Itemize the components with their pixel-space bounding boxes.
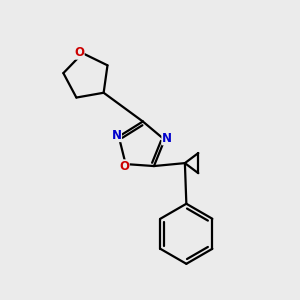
Text: N: N (111, 129, 122, 142)
Text: N: N (162, 132, 172, 145)
Text: O: O (119, 160, 129, 173)
Text: O: O (74, 46, 84, 59)
